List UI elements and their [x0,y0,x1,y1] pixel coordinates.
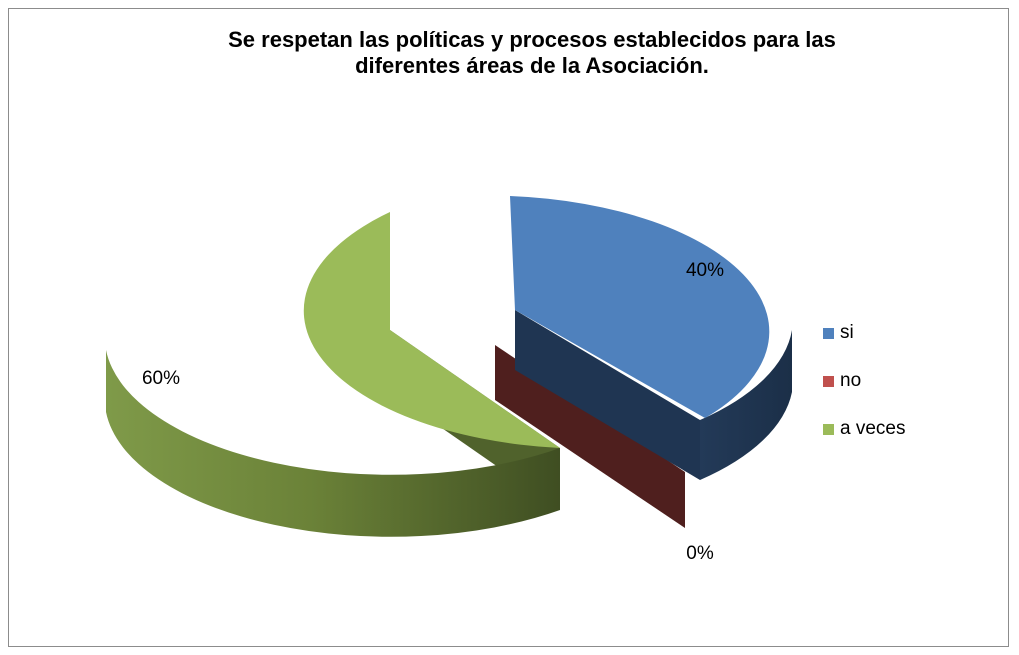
legend-item-si: si [823,320,905,346]
legend-swatch-si [823,327,834,339]
slice-no [495,345,685,528]
chart-title-line-1: Se respetan las políticas y procesos est… [228,27,836,52]
slice-si-cut-face [515,310,700,480]
slice-si [510,196,770,418]
slice-a-veces [303,212,560,448]
slice-a-veces-side [106,350,560,537]
data-label-no: 0% [686,543,714,564]
chart-title: Se respetan las políticas y procesos est… [0,27,1019,79]
legend-label-a-veces: a veces [840,418,906,439]
legend: si no a veces [823,320,905,464]
legend-swatch-a-veces [823,423,834,435]
slice-si-side [700,330,792,480]
legend-item-no: no [823,368,905,394]
data-label-si: 40% [686,260,724,281]
legend-swatch-no [823,375,834,387]
chart-title-line-2: diferentes áreas de la Asociación. [355,53,709,78]
data-label-a-veces: 60% [142,368,180,389]
legend-label-si: si [840,322,854,343]
legend-item-a-veces: a veces [823,416,905,442]
legend-label-no: no [840,370,862,391]
chart-area [8,8,1009,647]
